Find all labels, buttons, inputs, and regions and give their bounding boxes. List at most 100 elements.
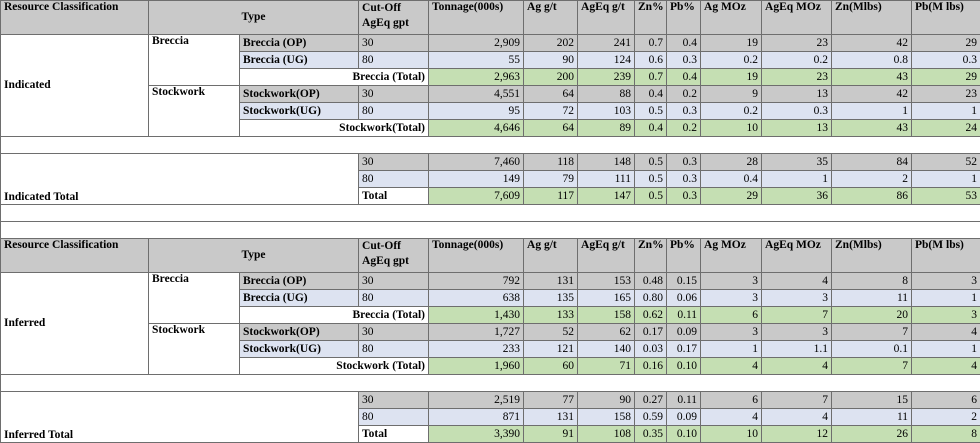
value-cell: 7 (832, 358, 912, 375)
value-cell: 0.2 (762, 52, 832, 69)
value-cell: 0.11 (667, 392, 701, 409)
value-cell: 43 (832, 120, 912, 137)
value-cell: 0.35 (635, 426, 667, 443)
value-cell: 10 (701, 426, 762, 443)
cutoff-cell: 80 (359, 409, 429, 426)
value-cell: 121 (524, 341, 578, 358)
value-cell: 0.2 (667, 86, 701, 103)
value-cell: 2,963 (429, 69, 524, 86)
cutoff-cell: 30 (359, 35, 429, 52)
value-cell: 23 (762, 69, 832, 86)
value-cell: 1 (912, 171, 980, 188)
value-cell: 77 (524, 392, 578, 409)
value-cell: 29 (701, 188, 762, 205)
value-cell: 4,646 (429, 120, 524, 137)
blank-cell (1, 222, 980, 239)
header-type: Type (149, 239, 359, 273)
value-cell: 7 (832, 324, 912, 341)
header-tonnage: Tonnage(000s) (429, 1, 524, 35)
value-cell: 89 (578, 120, 635, 137)
value-cell: 3 (912, 307, 980, 324)
blank-row (1, 205, 980, 222)
indicated-total-label: Indicated Total (1, 154, 359, 205)
value-cell: 0.8 (832, 52, 912, 69)
value-cell: 202 (524, 35, 578, 52)
value-cell: 0.06 (667, 290, 701, 307)
value-cell: 200 (524, 69, 578, 86)
cutoff-cell: 30 (359, 273, 429, 290)
value-cell: 1,960 (429, 358, 524, 375)
value-cell: 131 (524, 409, 578, 426)
value-cell: 0.15 (667, 273, 701, 290)
value-cell: 42 (832, 35, 912, 52)
value-cell: 1 (701, 341, 762, 358)
value-cell: 0.2 (701, 103, 762, 120)
value-cell: 4,551 (429, 86, 524, 103)
header-zn-pct: Zn% (635, 1, 667, 35)
value-cell: 0.4 (667, 35, 701, 52)
value-cell: 2 (832, 171, 912, 188)
value-cell: 233 (429, 341, 524, 358)
value-cell: 165 (578, 290, 635, 307)
value-cell: 13 (762, 120, 832, 137)
value-cell: 0.7 (635, 69, 667, 86)
value-cell: 149 (429, 171, 524, 188)
cutoff-cell: 30 (359, 86, 429, 103)
cutoff-cell: 30 (359, 154, 429, 171)
value-cell: 90 (578, 392, 635, 409)
value-cell: 4 (762, 273, 832, 290)
value-cell: 103 (578, 103, 635, 120)
cutoff-cell: 80 (359, 171, 429, 188)
value-cell: 36 (762, 188, 832, 205)
value-cell: 52 (912, 154, 980, 171)
value-cell: 792 (429, 273, 524, 290)
value-cell: 3,390 (429, 426, 524, 443)
value-cell: 1 (912, 290, 980, 307)
value-cell: 91 (524, 426, 578, 443)
value-cell: 0.3 (667, 171, 701, 188)
breccia-total-label: Breccia (Total) (240, 307, 429, 324)
value-cell: 2,519 (429, 392, 524, 409)
header-tonnage: Tonnage(000s) (429, 239, 524, 273)
value-cell: 1 (912, 103, 980, 120)
header-pb-pct: Pb% (667, 239, 701, 273)
header-ag-gt: Ag g/t (524, 239, 578, 273)
header-pb-mlbs: Pb(M lbs) (912, 1, 980, 35)
value-cell: 135 (524, 290, 578, 307)
value-cell: 12 (762, 426, 832, 443)
breccia-category: Breccia (149, 273, 240, 324)
value-cell: 19 (701, 35, 762, 52)
value-cell: 638 (429, 290, 524, 307)
breccia-total-label: Breccia (Total) (240, 69, 429, 86)
header-ag-moz: Ag MOz (701, 239, 762, 273)
type-cell: Breccia (UG) (240, 290, 359, 307)
header-ageq-gt: AgEq g/t (578, 239, 635, 273)
value-cell: 133 (524, 307, 578, 324)
value-cell: 0.17 (635, 324, 667, 341)
value-cell: 29 (912, 35, 980, 52)
value-cell: 15 (832, 392, 912, 409)
value-cell: 1,727 (429, 324, 524, 341)
inferred-classification: Inferred (1, 273, 149, 375)
value-cell: 0.59 (635, 409, 667, 426)
total-label: Total (359, 188, 429, 205)
header-zn-pct: Zn% (635, 239, 667, 273)
type-cell: Stockwork(UG) (240, 103, 359, 120)
value-cell: 0.2 (667, 120, 701, 137)
value-cell: 0.27 (635, 392, 667, 409)
value-cell: 23 (912, 86, 980, 103)
header-resource-classification: Resource Classification (1, 239, 149, 273)
value-cell: 13 (762, 86, 832, 103)
value-cell: 111 (578, 171, 635, 188)
value-cell: 1.1 (762, 341, 832, 358)
value-cell: 7 (762, 307, 832, 324)
inferred-total-label: Inferred Total (1, 392, 359, 443)
value-cell: 0.3 (762, 103, 832, 120)
value-cell: 0.09 (667, 409, 701, 426)
spacer-row (1, 137, 980, 154)
value-cell: 26 (832, 426, 912, 443)
value-cell: 1 (912, 341, 980, 358)
